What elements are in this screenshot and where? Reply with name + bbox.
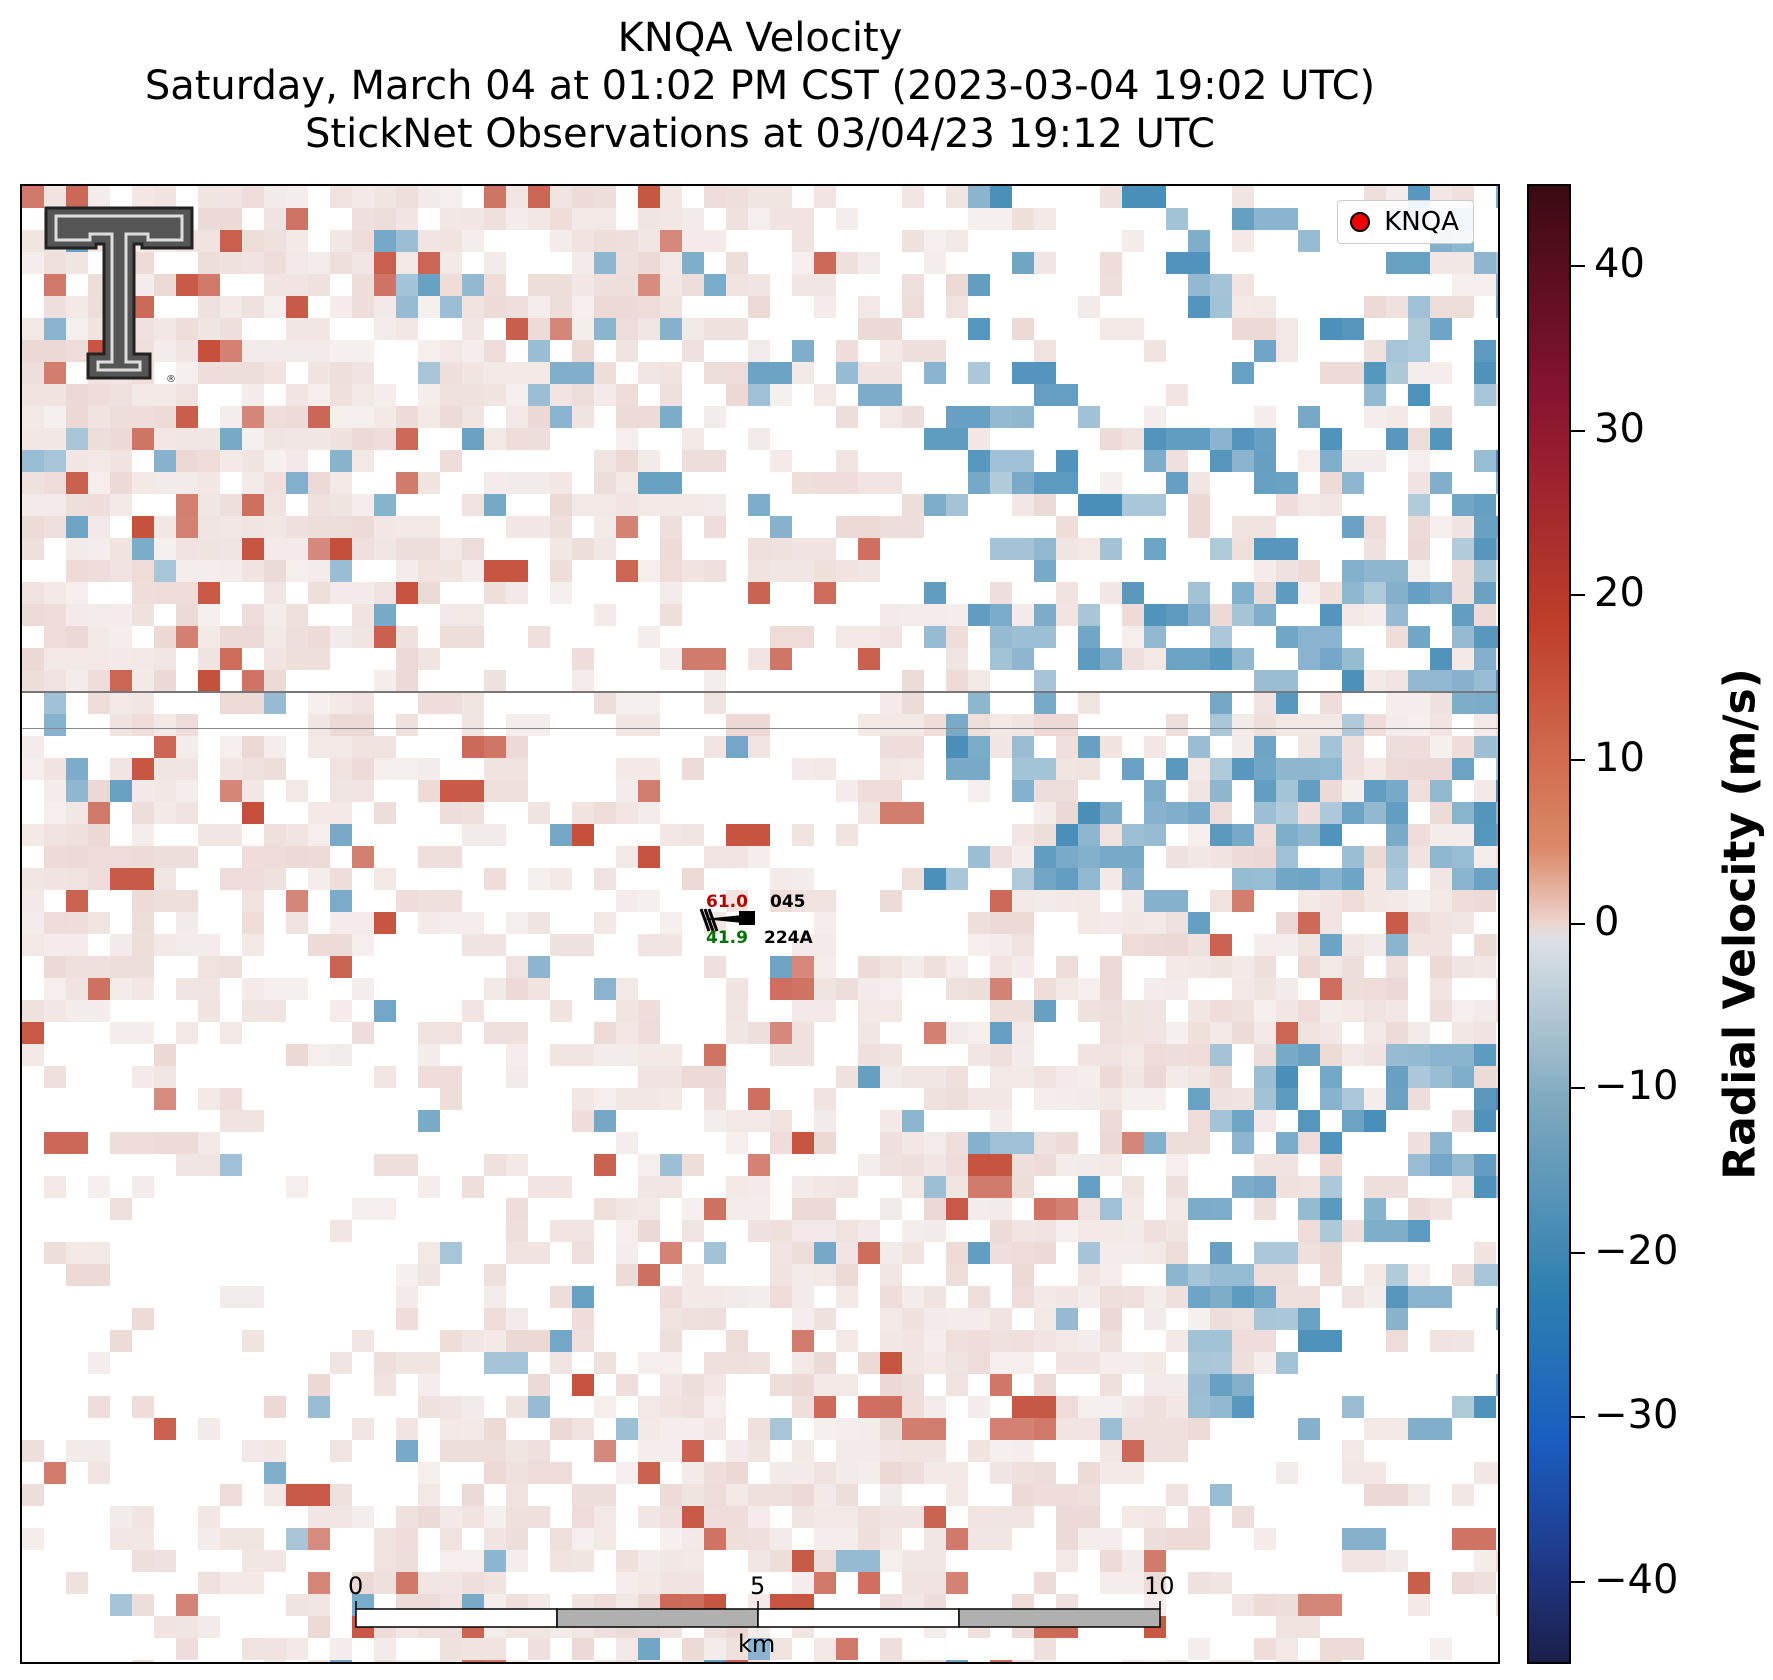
station-wind-direction: 045	[770, 892, 806, 912]
colorbar-tick	[1571, 758, 1585, 761]
colorbar-tick-label: 40	[1594, 241, 1645, 288]
colorbar-tick-label: 30	[1594, 405, 1645, 452]
scale-bar	[355, 1601, 1161, 1628]
scale-bar-unit: km	[738, 1630, 776, 1658]
colorbar-tick	[1571, 265, 1585, 268]
county-boundary-line	[22, 691, 1498, 693]
station-id: 224A	[764, 928, 813, 948]
colorbar-tick-label: −30	[1594, 1392, 1679, 1439]
colorbar	[1527, 184, 1571, 1664]
colorbar-tick	[1571, 1416, 1585, 1419]
radar-site-marker-icon	[1350, 212, 1371, 232]
colorbar-tick-label: −20	[1594, 1227, 1679, 1274]
station-dewpoint: 41.9	[706, 928, 748, 948]
colorbar-tick-label: 10	[1594, 734, 1645, 781]
colorbar-tick-label: −40	[1594, 1556, 1679, 1603]
wind-barb-icon	[699, 908, 755, 932]
colorbar-tick	[1571, 1580, 1585, 1583]
colorbar-tick	[1571, 1251, 1585, 1254]
scale-bar-label: 0	[348, 1572, 364, 1600]
svg-text:®: ®	[166, 374, 176, 384]
colorbar-tick	[1571, 1087, 1585, 1090]
colorbar-tick-label: −10	[1594, 1063, 1679, 1110]
colorbar-tick	[1571, 429, 1585, 432]
map-subtitle-time: Saturday, March 04 at 01:02 PM CST (2023…	[144, 63, 1376, 109]
legend-label: KNQA	[1384, 207, 1459, 237]
map-legend: KNQA	[1337, 200, 1474, 244]
radar-velocity-field	[22, 186, 1498, 1662]
radar-map-panel[interactable]: ® KNQA 61.0 045 41.9 224A 0 5 10 km	[20, 184, 1500, 1664]
colorbar-tick	[1571, 923, 1585, 925]
colorbar-tick-label: 0	[1594, 899, 1620, 945]
colorbar-label: Radial Velocity (m/s)	[1714, 668, 1766, 1180]
colorbar-tick-label: 20	[1594, 570, 1645, 617]
county-boundary-line	[22, 728, 1498, 729]
station-temperature: 61.0	[706, 892, 748, 912]
scale-bar-label: 10	[1144, 1572, 1175, 1600]
map-title: KNQA Velocity	[617, 15, 903, 61]
colorbar-tick	[1571, 594, 1585, 597]
map-subtitle-obs: StickNet Observations at 03/04/23 19:12 …	[305, 111, 1215, 157]
texas-tech-logo-icon: ®	[44, 206, 194, 384]
scale-bar-label: 5	[750, 1572, 766, 1600]
